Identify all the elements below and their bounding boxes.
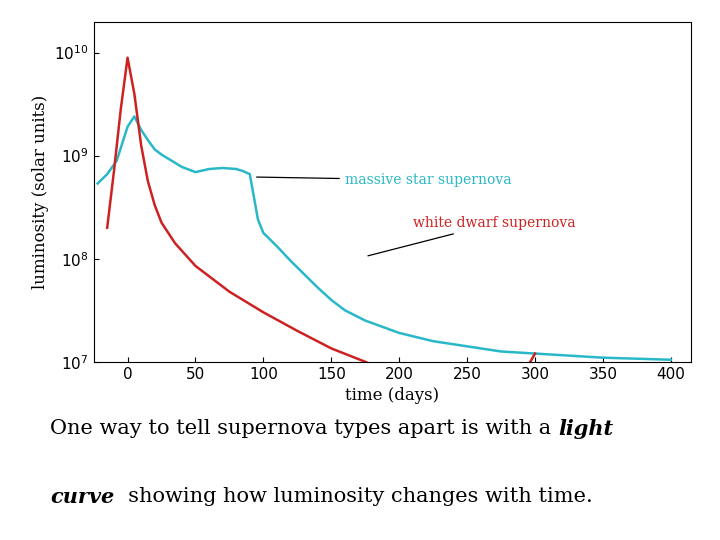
- Text: light: light: [558, 419, 613, 439]
- Text: showing how luminosity changes with time.: showing how luminosity changes with time…: [114, 487, 593, 506]
- Text: white dwarf supernova: white dwarf supernova: [368, 217, 575, 256]
- X-axis label: time (days): time (days): [346, 387, 439, 404]
- Text: massive star supernova: massive star supernova: [256, 173, 511, 187]
- Text: curve: curve: [50, 487, 114, 507]
- Y-axis label: luminosity (solar units): luminosity (solar units): [32, 94, 49, 289]
- Text: One way to tell supernova types apart is with a: One way to tell supernova types apart is…: [50, 419, 558, 438]
